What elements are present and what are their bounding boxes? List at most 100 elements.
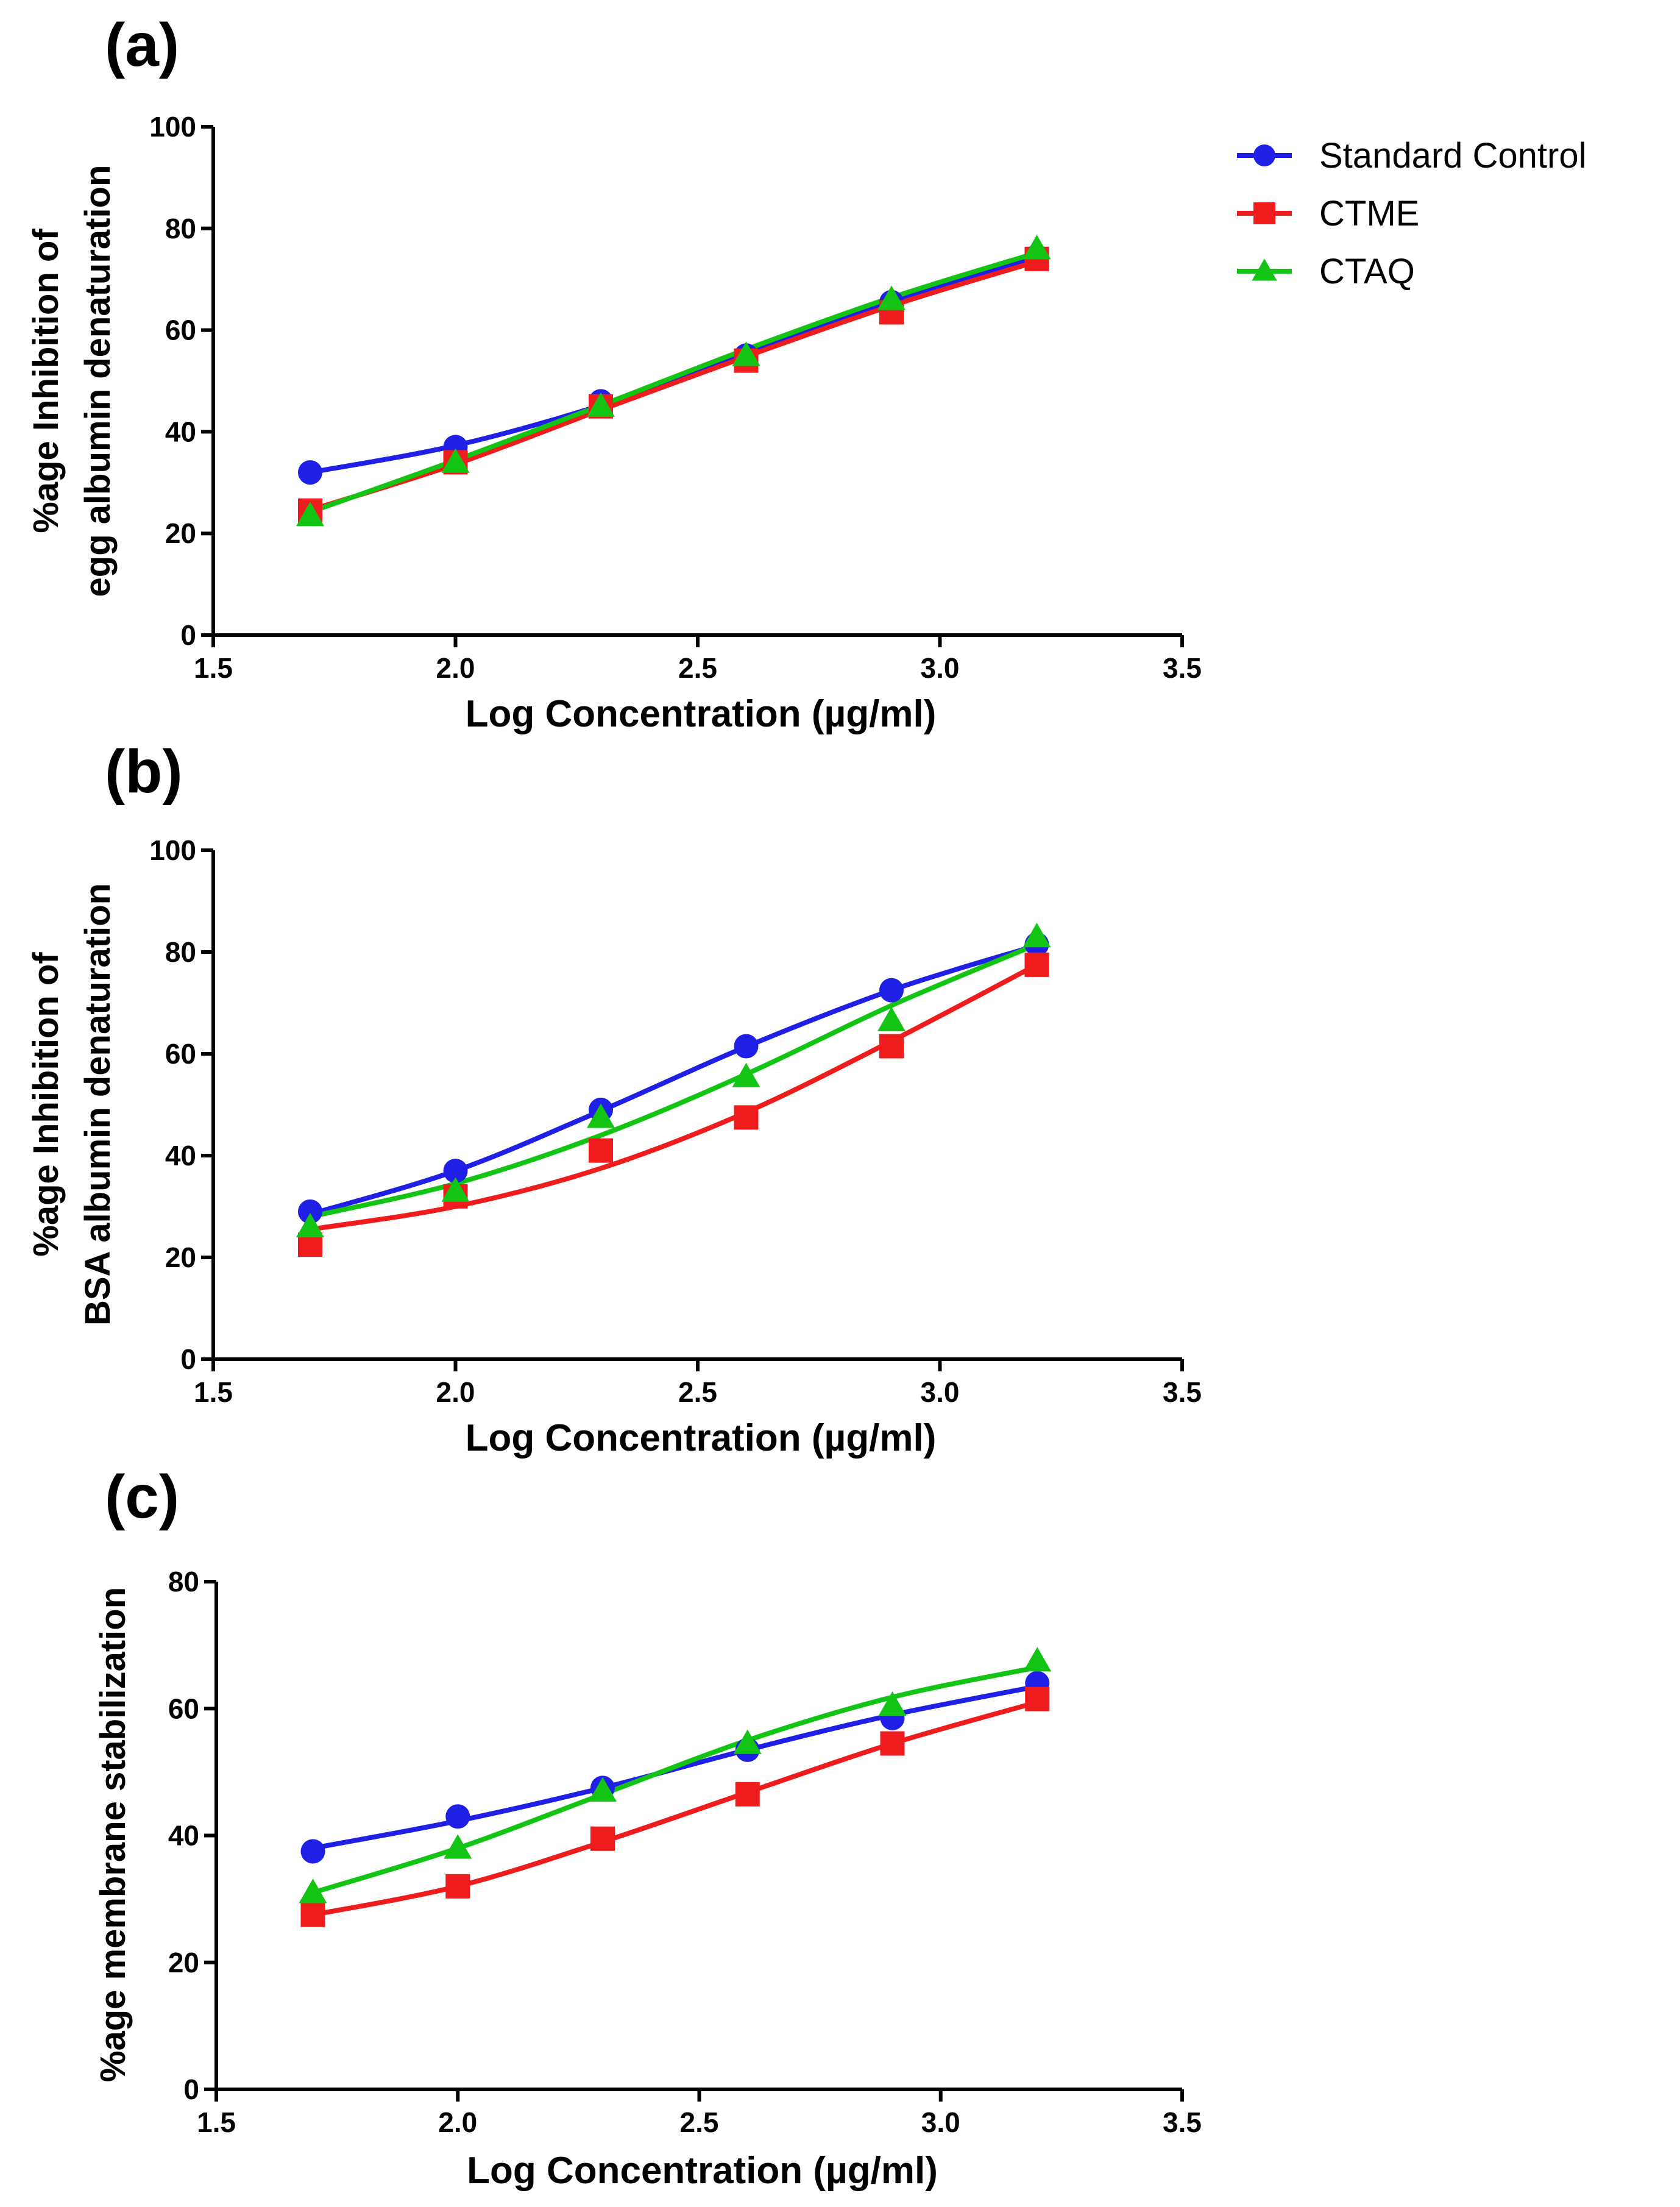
- legend-marker: [1253, 144, 1275, 166]
- panel-c: (c) 0 20 40 60 80 1.5 2.0 2.5 3.0 3.5 Log Concent…: [93, 1463, 1202, 2192]
- y-tick-label: 0: [180, 619, 196, 651]
- y-tick-label: 20: [165, 1242, 196, 1273]
- data-point-standard-control: [298, 1199, 322, 1224]
- ticks: 0 20 40 60 80 1.5 2.0 2.5 3.0 3.5: [168, 1566, 1202, 2138]
- x-tick-label: 3.0: [921, 1376, 960, 1408]
- y-axis-title: %age membrane stabilization: [93, 1587, 133, 2082]
- x-tick-label: 2.0: [436, 652, 475, 684]
- legend-marker: [1253, 202, 1275, 224]
- x-tick-label: 3.5: [1163, 1376, 1202, 1408]
- data-point-ctaq: [878, 1691, 907, 1716]
- y-axis-title-line-1: %age Inhibition of: [26, 952, 66, 1257]
- x-tick-label: 2.0: [438, 2106, 477, 2138]
- x-tick-label: 1.5: [194, 1376, 233, 1408]
- data-point-standard-control: [300, 1839, 325, 1864]
- data-point-ctaq: [296, 502, 324, 527]
- legend-marker-ctme: [1253, 202, 1275, 224]
- series-curve-standard-control: [308, 255, 1040, 475]
- data-point-standard-control: [734, 1034, 759, 1059]
- data-point-ctaq: [589, 1777, 617, 1802]
- y-tick-label: 40: [165, 1140, 196, 1171]
- data-point-ctaq: [732, 1062, 760, 1087]
- y-tick-label: 60: [165, 1038, 196, 1070]
- legend-item-standard-control: Standard Control: [1237, 136, 1586, 176]
- series-curve-ctme: [308, 962, 1040, 1232]
- y-tick-label: 80: [168, 1566, 199, 1597]
- data-point-ctaq: [441, 448, 470, 473]
- x-tick-label: 2.5: [678, 1376, 717, 1408]
- legend-label: Standard Control: [1319, 136, 1586, 176]
- points: [299, 1647, 1052, 1927]
- y-tick-label: 20: [168, 1947, 199, 1978]
- data-point-ctme: [590, 1826, 615, 1851]
- series-curve-standard-control: [308, 943, 1040, 1217]
- series-curve-ctaq: [308, 250, 1040, 515]
- panel-label: (b): [105, 737, 183, 806]
- x-tick-label: 3.0: [921, 2106, 960, 2138]
- data-point-ctaq: [299, 1878, 327, 1903]
- y-axis-title: %age Inhibition of egg albumin denaturat…: [26, 165, 118, 597]
- data-point-ctme: [735, 1782, 760, 1807]
- data-point-ctaq: [1023, 1647, 1052, 1672]
- series-curve-ctaq: [308, 942, 1040, 1220]
- x-tick-label: 2.5: [680, 2106, 719, 2138]
- curves: [308, 942, 1040, 1232]
- series-curve-ctaq: [310, 1665, 1040, 1896]
- data-point-ctme: [1025, 1686, 1050, 1711]
- y-tick-label: 100: [149, 111, 196, 143]
- y-axis-title: %age Inhibition of BSA albumin denaturat…: [26, 883, 118, 1326]
- data-point-ctme: [734, 1105, 759, 1130]
- legend-item-ctme: CTME: [1237, 194, 1419, 233]
- data-point-ctaq: [444, 1834, 472, 1859]
- legend-marker-ctaq: [1252, 258, 1277, 281]
- data-point-ctme: [1024, 952, 1049, 977]
- data-point-ctme: [300, 1902, 325, 1927]
- data-point-ctaq: [732, 341, 760, 366]
- x-tick-label: 2.5: [678, 652, 717, 684]
- data-point-ctaq: [587, 1103, 615, 1128]
- panel-label: (a): [105, 11, 179, 79]
- points: [296, 922, 1051, 1257]
- curves: [310, 1665, 1040, 1917]
- panel-b: (b) 0 20 40 60 80 100 1.5 2.0 2.5 3.0 3.5 Log Conc…: [26, 737, 1202, 1459]
- y-tick-label: 40: [165, 416, 196, 447]
- legend-marker-standard-control: [1253, 144, 1275, 166]
- legend-label: CTAQ: [1319, 252, 1415, 291]
- x-tick-label: 1.5: [197, 2106, 236, 2138]
- x-axis-title: Log Concentration (µg/ml): [466, 1417, 937, 1459]
- data-point-ctme: [879, 1034, 904, 1059]
- y-axis-title-line-2: BSA albumin denaturation: [78, 883, 118, 1326]
- y-axis-title-line-1: %age Inhibition of: [26, 229, 66, 533]
- legend-label: CTME: [1319, 194, 1419, 233]
- y-tick-label: 100: [149, 834, 196, 866]
- y-tick-label: 0: [180, 1343, 196, 1375]
- panel-label: (c): [105, 1463, 179, 1531]
- data-point-ctaq: [1023, 235, 1051, 260]
- curves: [308, 250, 1040, 515]
- data-point-ctaq: [441, 1177, 470, 1202]
- ticks: 0 20 40 60 80 100 1.5 2.0 2.5 3.0 3.5: [149, 834, 1202, 1408]
- data-point-ctaq: [1023, 922, 1051, 948]
- y-tick-label: 40: [168, 1820, 199, 1852]
- data-point-ctme: [589, 1138, 613, 1163]
- data-point-standard-control: [879, 978, 904, 1003]
- y-axis-title-line-2: egg albumin denaturation: [78, 165, 118, 597]
- y-axis-title-line-1: %age membrane stabilization: [93, 1587, 133, 2082]
- points: [296, 235, 1051, 527]
- data-point-ctaq: [877, 285, 906, 310]
- panel-a: (a) 0 20 40 60 80 100 1.5 2.0 2.5 3.0 3.5 Log Conc…: [26, 11, 1202, 735]
- y-tick-label: 80: [165, 213, 196, 244]
- data-point-ctaq: [296, 1212, 324, 1238]
- y-tick-label: 60: [168, 1693, 199, 1724]
- series-curve-ctme: [308, 259, 1040, 513]
- y-tick-label: 80: [165, 936, 196, 968]
- data-point-ctme: [445, 1874, 470, 1899]
- data-point-ctaq: [587, 392, 615, 417]
- legend-item-ctaq: CTAQ: [1237, 252, 1415, 291]
- series-curve-ctme: [310, 1699, 1040, 1917]
- legend: Standard Control CTME CTAQ: [1237, 136, 1586, 291]
- y-tick-label: 60: [165, 315, 196, 346]
- y-tick-label: 0: [183, 2074, 199, 2105]
- data-point-standard-control: [443, 1159, 468, 1184]
